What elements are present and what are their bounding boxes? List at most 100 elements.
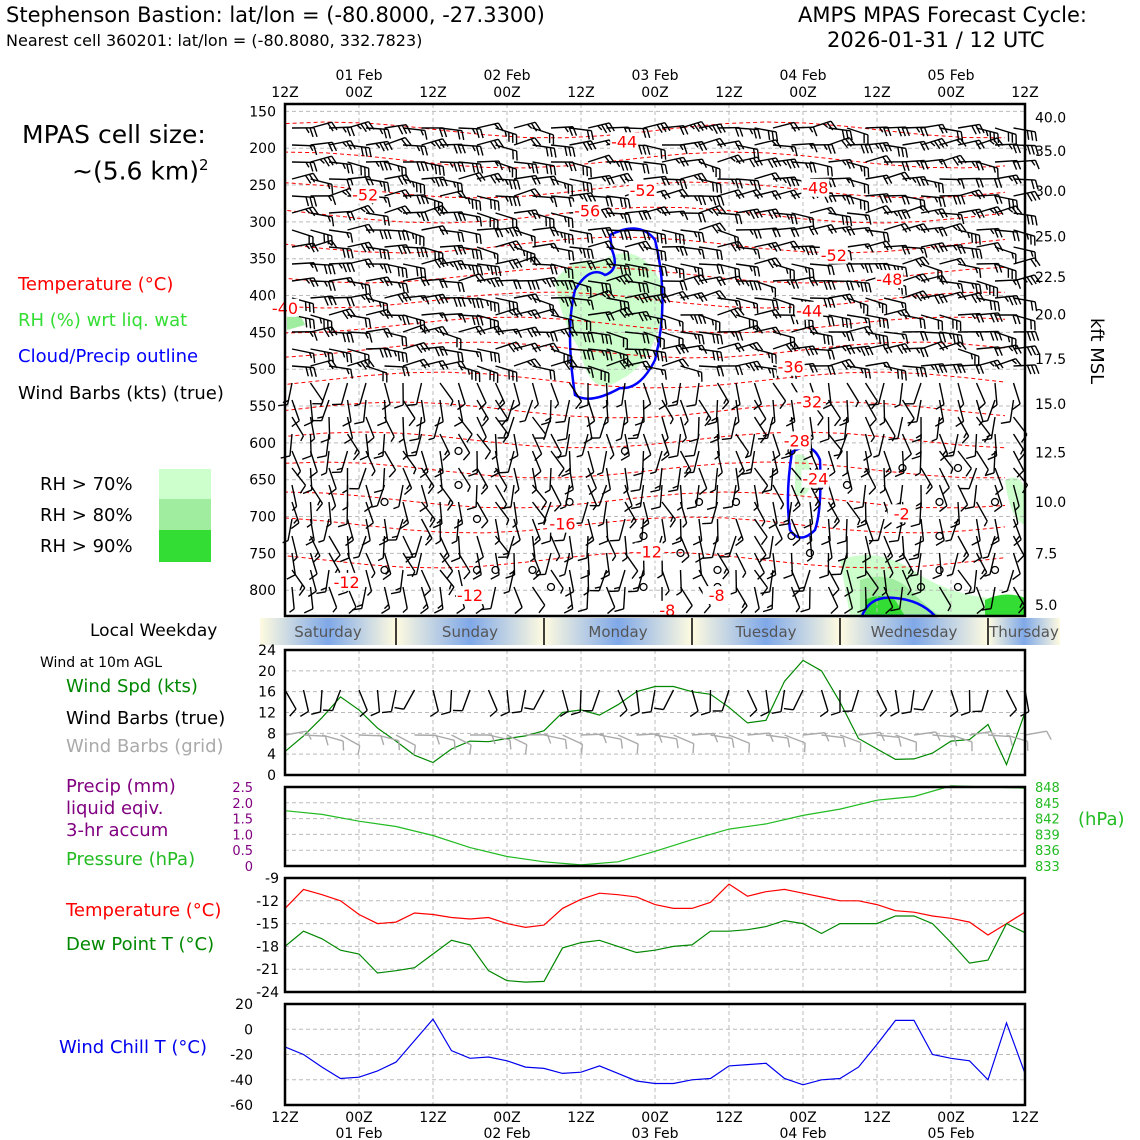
pressure-tick-label: 250: [249, 178, 276, 194]
wind-barb: [716, 450, 723, 473]
wind-barb-feather: [845, 345, 852, 355]
wind-barb: [772, 433, 781, 456]
wind-barb-feather: [471, 163, 476, 173]
wind-barb: [730, 416, 737, 439]
wind-barb-feather: [664, 164, 668, 175]
wind-barb-feather: [775, 242, 782, 252]
temperature-label-bg: [610, 132, 639, 151]
wind-barb-feather: [621, 557, 628, 562]
height-tick-label: 5.0: [1035, 598, 1057, 614]
wind-barb-feather: [642, 230, 647, 241]
legend-wind-barbs-true: Wind Barbs (true): [66, 708, 226, 729]
wind-barb-feather: [457, 282, 461, 292]
wind-barb: [975, 535, 983, 558]
top-tick-label: 00Z: [345, 85, 372, 101]
wind-barb-feather: [371, 470, 376, 477]
wind-barb-feather: [971, 248, 975, 258]
wind-barb-feather: [686, 506, 697, 510]
wind-barb-feather: [342, 141, 348, 148]
weekday-label: Monday: [588, 623, 647, 641]
wind-barb: [457, 399, 464, 422]
wind-barb-feather: [586, 420, 595, 428]
wind-barb-feather: [614, 608, 624, 613]
wind-barb-true: [650, 689, 656, 712]
wind-speed-tick-label: 24: [258, 643, 276, 659]
wind-barb-true-feather: [559, 710, 569, 718]
wind-barb: [938, 382, 945, 405]
wind-barb-feather: [716, 366, 721, 377]
wind-barb-true: [358, 689, 368, 711]
wind-barb-feather: [804, 346, 811, 356]
wind-barb: [531, 467, 538, 490]
wind-chill-tick-label: 20: [235, 997, 253, 1013]
wind-barb-feather: [941, 183, 945, 194]
wind-barb-feather: [368, 258, 375, 268]
wind-barb: [827, 433, 843, 452]
wind-barb-feather: [564, 297, 569, 307]
wind-barb-feather: [582, 248, 587, 259]
wind-barb: [513, 467, 520, 490]
wind-barb: [916, 399, 922, 422]
wind-barb-feather: [864, 282, 868, 293]
wind-barb-feather: [1034, 364, 1040, 375]
wind-barb-feather: [679, 211, 684, 217]
wind-barb-true: [579, 689, 582, 713]
wind-barb-feather: [760, 591, 770, 595]
wind-barb-feather: [701, 213, 707, 223]
wind-barb-feather: [675, 246, 680, 253]
wind-barb-feather: [397, 125, 404, 135]
temperature-label-bg: [634, 542, 663, 561]
wind-barb: [581, 501, 589, 524]
wind-barb-feather: [554, 403, 560, 409]
wind-barb-feather: [721, 401, 730, 410]
wind-barb-feather: [615, 161, 621, 168]
wind-barb-true: [635, 689, 640, 712]
wind-barb-feather: [664, 234, 667, 245]
wind-barb-feather: [963, 551, 968, 558]
wind-barb-feather: [479, 146, 484, 156]
wind-barb: [968, 467, 978, 489]
top-date-label: 05 Feb: [927, 68, 974, 84]
wind-barb-feather: [299, 484, 307, 494]
wind-barb-feather: [533, 403, 539, 409]
wind-barb-feather: [623, 174, 630, 183]
wind-barb-feather: [571, 218, 574, 229]
wind-barb-feather: [771, 209, 778, 219]
wind-barb-feather: [497, 353, 501, 364]
wind-barb-feather: [368, 333, 373, 343]
panel-frame: [283, 876, 1027, 994]
wind-barb-feather: [948, 333, 953, 340]
wind-barb-feather: [830, 606, 839, 614]
wind-barb-feather: [497, 201, 500, 211]
cell-size-value: ~(5.6 km)2: [72, 156, 209, 185]
wind-barb-feather: [609, 284, 613, 294]
wind-barb-true: [894, 689, 900, 712]
forecast-cycle-label: AMPS MPAS Forecast Cycle:: [798, 3, 1087, 27]
temperature-contour-label: -12: [334, 573, 360, 592]
wind-barb: [749, 433, 756, 456]
wind-barb-feather: [845, 195, 851, 205]
wind-barb: [476, 416, 487, 438]
wind-barb-feather: [633, 472, 643, 477]
wind-barb-feather: [323, 233, 326, 244]
wind-barb-feather: [679, 281, 684, 291]
wind-barb-calm: [565, 497, 574, 507]
wind-barb-feather: [309, 162, 314, 172]
wind-barb-feather: [860, 144, 865, 154]
wind-barb-feather: [309, 196, 314, 207]
wind-barb-feather: [1016, 295, 1022, 305]
wind-barb-feather: [590, 260, 597, 270]
wind-barb-grid-feather: [1046, 730, 1052, 740]
temperature-label-bg: [456, 586, 484, 605]
wind-barb-feather: [749, 128, 754, 135]
wind-barb-feather: [501, 506, 512, 510]
wind-barb-true: [376, 689, 381, 712]
wind-barb: [936, 416, 941, 439]
wind-barb-feather: [775, 354, 778, 365]
wind-barb-feather: [771, 173, 778, 183]
wind-barb: [622, 586, 626, 610]
wind-barb-feather: [723, 398, 728, 404]
wind-barb: [864, 518, 874, 540]
wind-barb: [975, 586, 985, 608]
wind-barb-feather: [448, 583, 453, 590]
